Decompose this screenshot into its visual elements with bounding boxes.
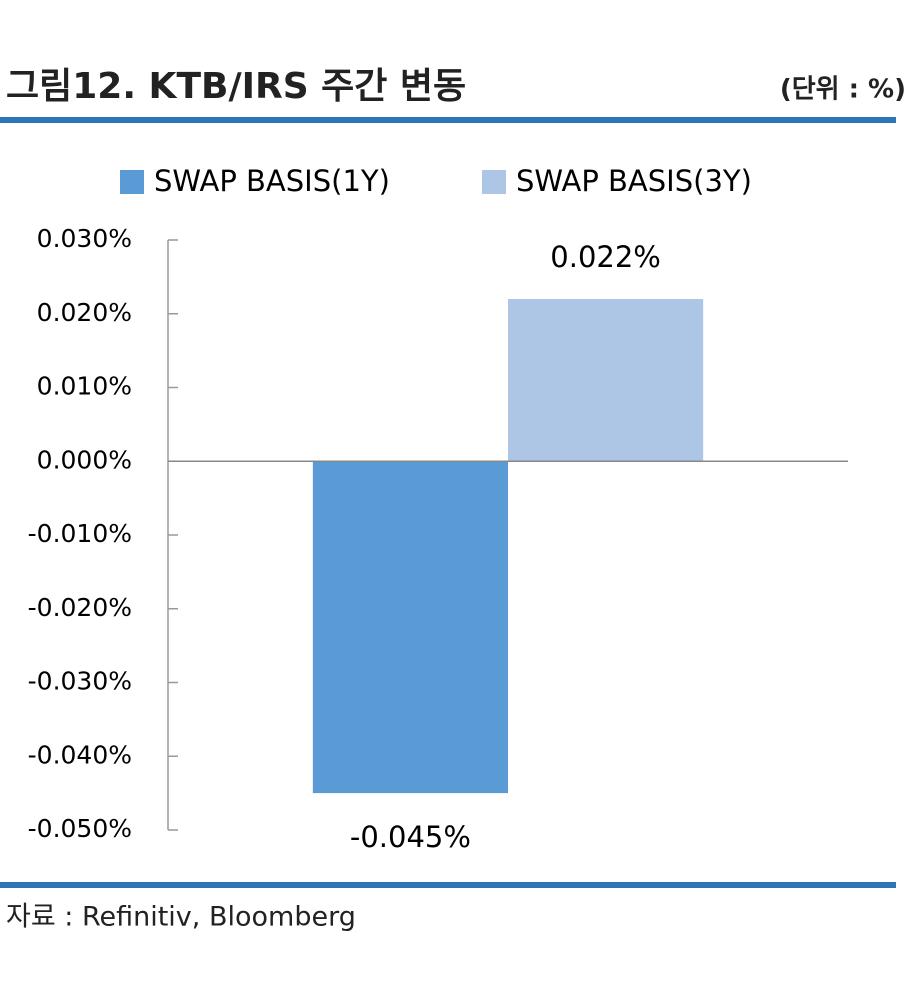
source: 자료 : Refinitiv, Bloomberg: [6, 902, 356, 933]
y-tick-label: 0.020%: [37, 298, 132, 327]
bar: [312, 461, 508, 794]
data-label: -0.045%: [350, 820, 471, 854]
data-label: 0.022%: [550, 240, 661, 274]
legend-swatch: [482, 170, 506, 194]
y-tick-label: -0.040%: [28, 740, 132, 769]
y-tick-label: 0.030%: [37, 224, 132, 253]
unit-label: (단위 : %): [780, 75, 906, 105]
bar: [508, 299, 704, 462]
legend-swatch: [120, 170, 144, 194]
y-tick-label: -0.050%: [28, 814, 132, 843]
header-rule: [0, 117, 896, 123]
legend-label: SWAP BASIS(1Y): [154, 164, 390, 198]
y-tick-label: -0.020%: [28, 593, 132, 622]
y-tick-label: -0.010%: [28, 519, 132, 548]
y-tick-label: 0.010%: [37, 372, 132, 401]
footer-rule: [0, 882, 896, 888]
y-tick-label: -0.030%: [28, 667, 132, 696]
legend-label: SWAP BASIS(3Y): [516, 164, 752, 198]
y-tick-label: 0.000%: [37, 445, 132, 474]
chart-title: 그림12. KTB/IRS 주간 변동: [6, 66, 466, 107]
